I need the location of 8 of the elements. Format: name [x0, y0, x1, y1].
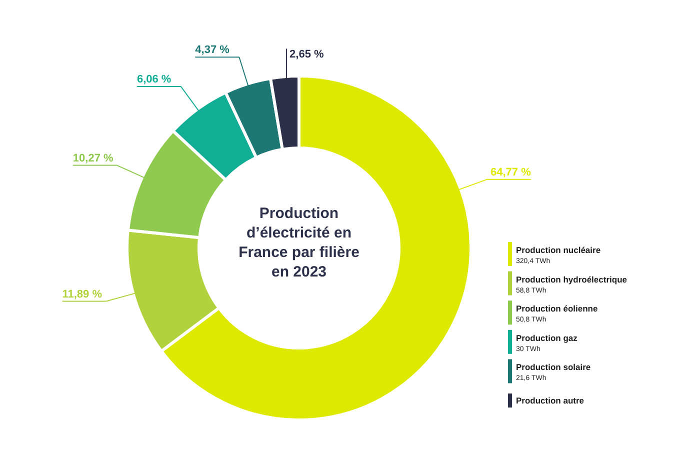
data-label: 2,65 % — [290, 48, 324, 61]
data-label: 64,77 % — [490, 166, 532, 178]
data-label: 11,89 % — [62, 288, 102, 300]
legend-label: Production autre — [516, 396, 584, 406]
data-label: 6,06 % — [136, 74, 172, 86]
data-label: 4,37 % — [195, 44, 230, 56]
text: Production d’électricité en France par filière en 2023 — [238, 204, 360, 280]
data-label: 10,27 % — [72, 152, 114, 164]
